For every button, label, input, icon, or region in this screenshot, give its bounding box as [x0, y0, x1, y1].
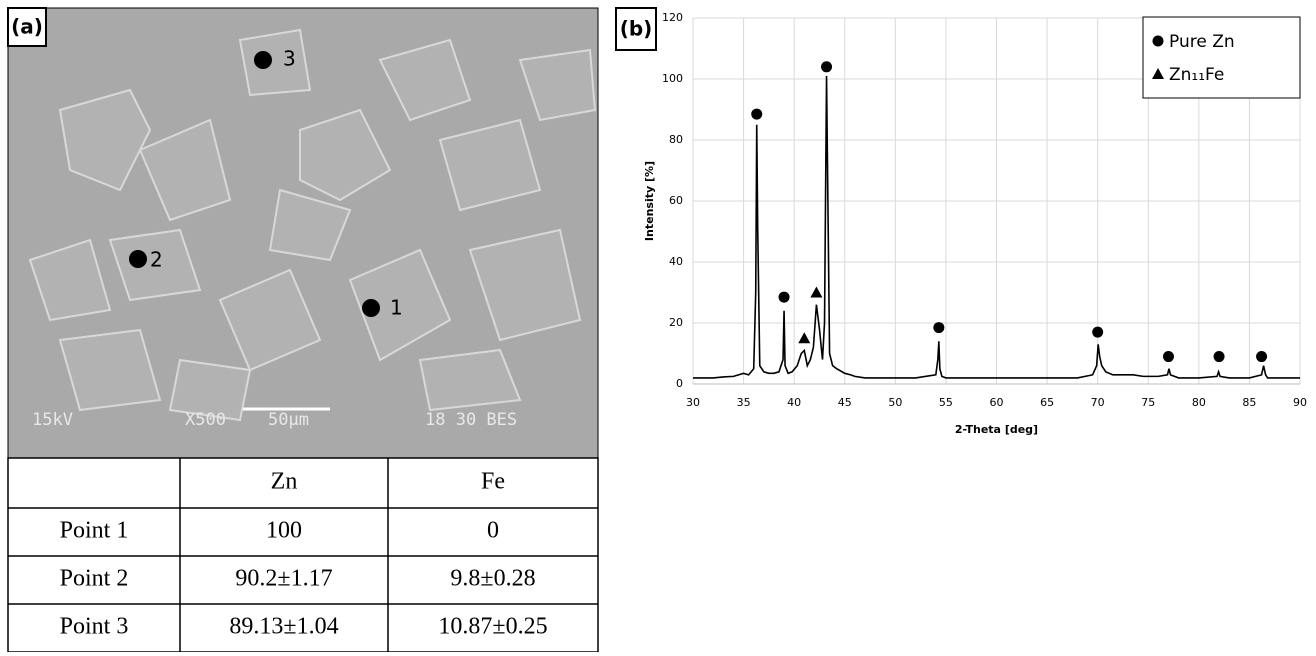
legend-box [1142, 16, 1301, 99]
point-label: 3 [283, 47, 296, 71]
panel-label: (b) [620, 17, 653, 41]
x-tick-label: 65 [1040, 396, 1054, 409]
table-cell: 10.87±0.25 [438, 614, 547, 640]
y-axis-label: Intensity [%] [643, 161, 656, 241]
sem-info: 50µm [268, 410, 309, 430]
point-label: 1 [390, 296, 403, 320]
grains [28, 28, 597, 422]
x-tick-label: 70 [1091, 396, 1105, 409]
x-axis-label: 2-Theta [deg] [955, 423, 1038, 436]
marker [1152, 68, 1164, 79]
y-tick-label: 40 [669, 255, 683, 268]
x-tick-label: 85 [1242, 396, 1256, 409]
x-tick-label: 55 [939, 396, 953, 409]
marker [798, 332, 811, 344]
panel-label: (a) [11, 15, 43, 39]
table-cell: Point 2 [60, 566, 129, 592]
table-cell: Point 3 [60, 614, 129, 640]
legend-label: Pure Zn [1169, 32, 1235, 52]
point-label: 2 [150, 248, 163, 272]
table-cell: Point 1 [60, 518, 129, 544]
y-tick-label: 0 [676, 377, 683, 390]
table-cell: 9.8±0.28 [450, 566, 535, 592]
marker [778, 291, 790, 303]
marker [1162, 351, 1174, 363]
marker [1152, 35, 1164, 47]
marker [751, 108, 763, 120]
table-cell: 100 [266, 518, 302, 544]
x-tick-label: 35 [737, 396, 751, 409]
sem-info: 18 30 BES [425, 410, 517, 430]
xrd-line [693, 75, 1300, 379]
sem-image: 3 2 1 15kV X500 50µm 18 30 BES (a) [7, 7, 599, 459]
y-tick-label: 60 [669, 194, 683, 207]
marker [821, 61, 833, 73]
table-cell: 0 [487, 518, 499, 544]
table-header: Fe [481, 469, 505, 495]
y-tick-label: 80 [669, 133, 683, 146]
x-tick-label: 50 [888, 396, 902, 409]
x-tick-label: 45 [838, 396, 852, 409]
x-tick-label: 75 [1141, 396, 1155, 409]
marker [810, 286, 823, 298]
marker [1092, 326, 1104, 338]
table-cell: 89.13±1.04 [229, 614, 338, 640]
y-tick-label: 20 [669, 316, 683, 329]
y-tick-label: 120 [662, 11, 683, 24]
legend-label: Zn₁₁Fe [1169, 65, 1224, 85]
table: Zn Fe Point 1 100 0 Point 2 90.2±1.17 9.8±0.28 P… [7, 457, 599, 653]
table-cell: 90.2±1.17 [235, 566, 332, 592]
x-tick-label: 30 [686, 396, 700, 409]
x-tick-label: 80 [1192, 396, 1206, 409]
marker [933, 322, 945, 334]
sem-info: 15kV [32, 410, 73, 430]
x-tick-label: 90 [1293, 396, 1307, 409]
x-tick-label: 60 [990, 396, 1004, 409]
marker [1213, 351, 1225, 363]
table-header: Zn [271, 469, 298, 495]
sem-info: X500 [185, 410, 226, 430]
panel-label-box [615, 7, 657, 51]
y-tick-label: 100 [662, 72, 683, 85]
panel-label-box [7, 7, 47, 47]
point-markers [129, 51, 380, 317]
marker [1256, 351, 1268, 363]
x-tick-label: 40 [787, 396, 801, 409]
xrd-chart: 0 20 40 60 80 100 120 30 35 40 45 50 55 60 65 70 75 80 85 9… [643, 11, 1307, 436]
